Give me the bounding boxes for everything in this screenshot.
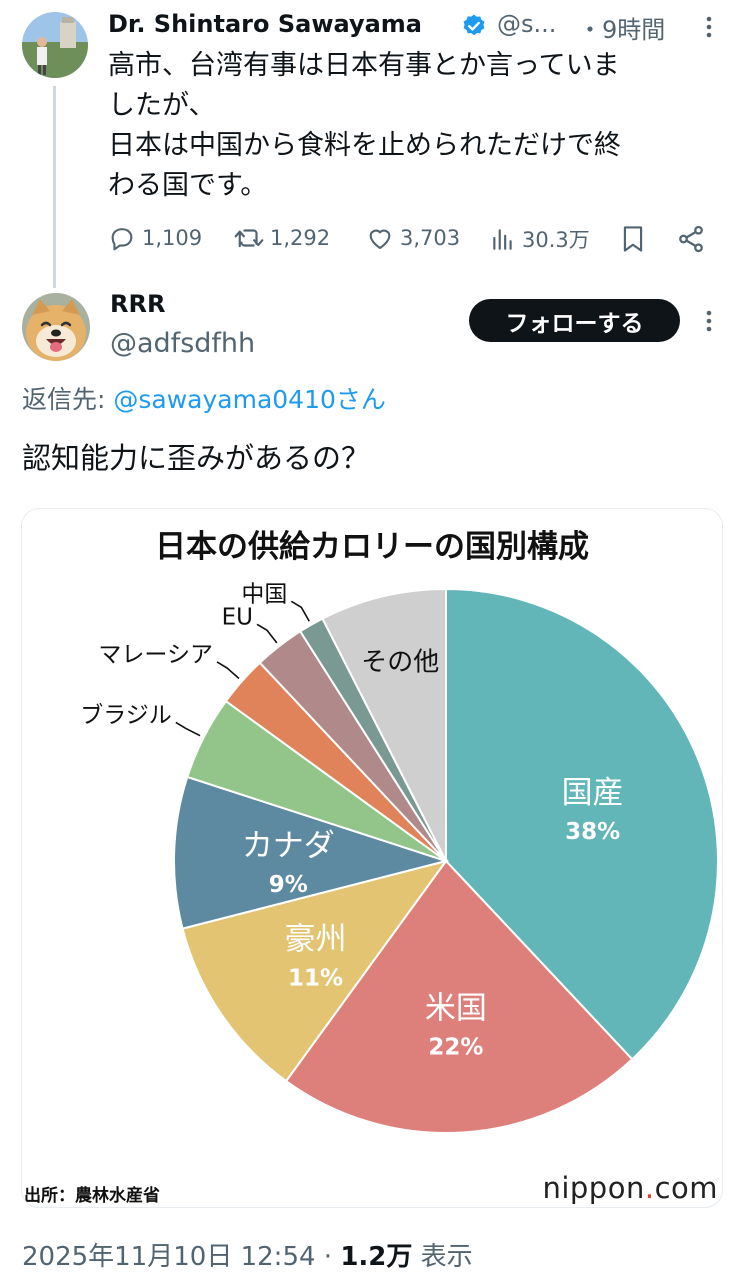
- nippon-com-logo: nippon.com: [542, 1171, 718, 1205]
- reply-views-label: 表示: [420, 1242, 473, 1272]
- thread-connector-line: [53, 86, 56, 288]
- bar-chart-icon: [493, 229, 512, 250]
- slice-label-5: マレーシア: [98, 642, 213, 668]
- pie-slice-8: [321, 587, 447, 862]
- reply-to-mention-link[interactable]: @sawayama0410さん: [113, 385, 386, 414]
- reply-button[interactable]: 1,109: [108, 224, 202, 252]
- reply-timestamp-line: 2025年11月10日 12:54 · 1.2万 表示: [22, 1236, 473, 1273]
- retweet-count: 1,292: [270, 226, 331, 250]
- pie-slice-0: [445, 587, 719, 1061]
- reply-author-name[interactable]: RRR: [110, 290, 166, 318]
- like-button[interactable]: 3,703: [366, 224, 460, 252]
- leader-line-4: [175, 721, 201, 737]
- pie-slice-3: [173, 775, 450, 930]
- slice-value-label-3: 9%: [269, 872, 308, 898]
- reply-to-prefix: 返信先:: [22, 385, 114, 414]
- reply-timestamp: 2025年11月10日 12:54: [22, 1242, 316, 1272]
- parent-tweet-time[interactable]: ・9時間: [578, 16, 666, 44]
- slice-value-label-0: 38%: [565, 819, 620, 845]
- slice-value-label-2: 11%: [288, 966, 343, 992]
- reply-count: 1,109: [142, 226, 203, 250]
- parent-author-name[interactable]: Dr. Shintaro Sawayama: [108, 10, 422, 38]
- tweet-text-line: 日本は中国から食料を止められただけで終: [108, 130, 621, 161]
- verified-badge-icon: [461, 13, 487, 39]
- share-icon[interactable]: [676, 224, 706, 254]
- chart-source: 出所：農林水産省: [24, 1186, 160, 1206]
- reply-icon: [111, 228, 133, 251]
- slice-label-8: その他: [361, 648, 439, 678]
- leader-line-5: [216, 661, 240, 680]
- brand-name: nippon: [542, 1171, 645, 1205]
- tweet-text-line: したが、: [108, 90, 216, 121]
- pie-slice-2: [181, 859, 449, 1083]
- parent-tweet-text: 高市、台湾有事は日本有事とか言っていま したが、 日本は中国から食料を止められた…: [108, 46, 728, 206]
- pie-slice-1: [284, 859, 634, 1134]
- slice-value-label-1: 22%: [428, 1034, 483, 1060]
- like-count: 3,703: [400, 226, 461, 250]
- follow-button[interactable]: フォローする: [469, 299, 680, 342]
- reply-author-avatar[interactable]: [22, 293, 90, 361]
- retweet-icon: [234, 229, 264, 248]
- slice-label-1: 米国: [425, 990, 487, 1026]
- views-count: 30.3万: [522, 228, 590, 252]
- tweet-text-line: 高市、台湾有事は日本有事とか言っていま: [108, 50, 620, 81]
- chart-title: 日本の供給カロリーの国別構成: [155, 529, 589, 565]
- heart-icon: [369, 229, 391, 249]
- brand-dot: .: [644, 1171, 655, 1205]
- slice-label-4: ブラジル: [80, 702, 172, 728]
- slice-label-3: カナダ: [242, 828, 335, 864]
- slice-label-0: 国産: [562, 775, 624, 811]
- parent-author-avatar[interactable]: [22, 12, 88, 78]
- reply-author-handle[interactable]: @adfsdfhh: [110, 328, 256, 359]
- slice-label-7: 中国: [241, 581, 287, 607]
- reply-tweet-text: 認知能力に歪みがあるの？: [22, 441, 371, 475]
- separator-dot: ·: [323, 1242, 333, 1272]
- brand-suffix: com: [654, 1171, 718, 1205]
- parent-author-handle[interactable]: @s...: [497, 10, 557, 38]
- bookmark-icon[interactable]: [619, 224, 647, 254]
- attached-chart-image[interactable]: 日本の供給カロリーの国別構成 国産 38% 米国 22% 豪州 11% カナダ 9% その他ブラ…: [21, 508, 723, 1208]
- views-button[interactable]: 30.3万: [490, 224, 590, 254]
- leader-line-7: [290, 600, 310, 622]
- more-options-icon[interactable]: [700, 14, 718, 40]
- reply-to-line: 返信先: @sawayama0410さん: [22, 380, 386, 416]
- reply-more-options-icon[interactable]: [700, 308, 718, 334]
- leader-line-6: [256, 623, 278, 644]
- slice-label-2: 豪州: [285, 922, 347, 958]
- tweet-text-line: わる国です。: [108, 170, 268, 201]
- slice-label-6: EU: [222, 604, 253, 630]
- retweet-button[interactable]: 1,292: [234, 224, 330, 252]
- reply-views-count: 1.2万: [340, 1242, 413, 1272]
